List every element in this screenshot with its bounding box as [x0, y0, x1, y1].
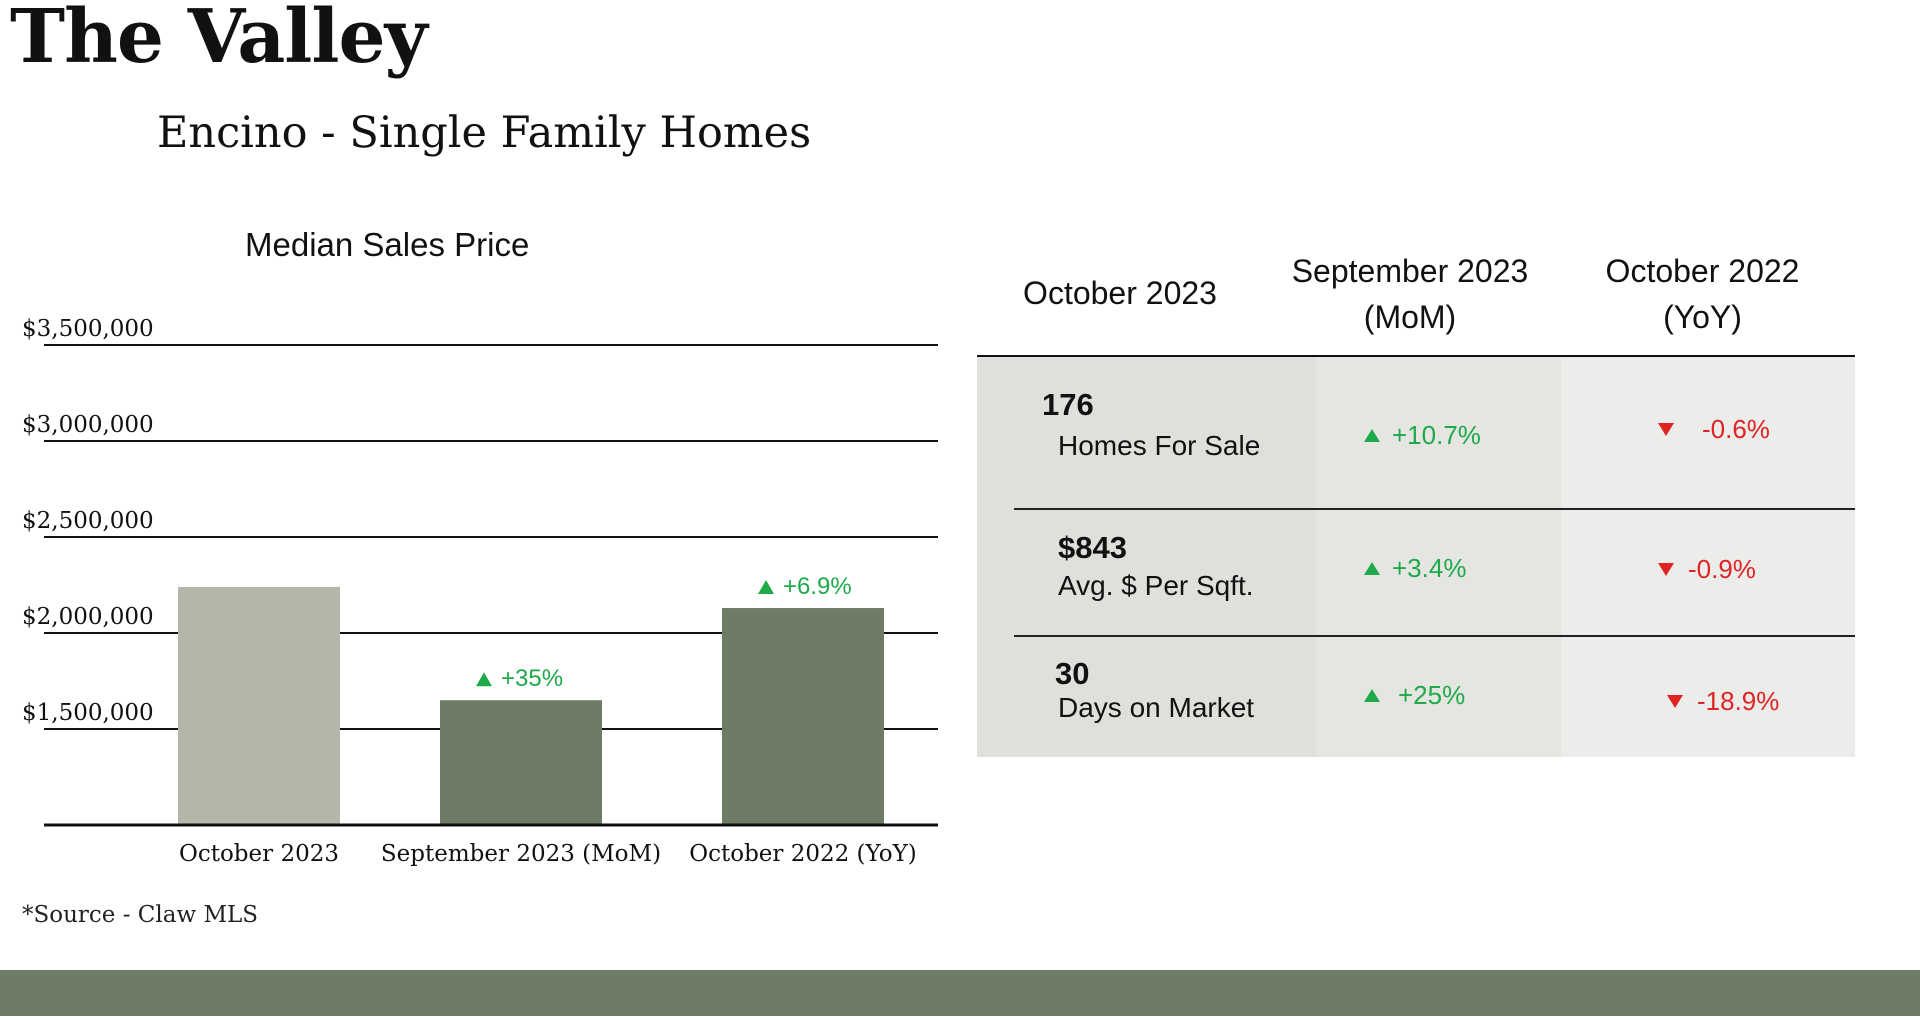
column-bg-mom [1316, 357, 1561, 757]
column-bg-current [977, 357, 1316, 757]
row-divider [1014, 508, 1855, 510]
row-value: 176 [1042, 387, 1094, 422]
footer-band [0, 970, 1920, 1016]
bar [722, 608, 884, 825]
triangle-up-icon [1364, 429, 1380, 442]
triangle-up-icon [758, 580, 774, 595]
y-tick-label: $2,500,000 [22, 508, 154, 534]
page-title: The Valley [10, 0, 428, 80]
yoy-change: -18.9% [1667, 686, 1779, 717]
header-mom: September 2023 (MoM) [1291, 253, 1529, 335]
triangle-up-icon [1364, 689, 1380, 702]
row-label: Homes For Sale [1058, 430, 1261, 461]
bar-annotation: +6.9% [783, 573, 852, 600]
column-bg-yoy [1561, 357, 1855, 757]
y-tick-label: $1,500,000 [22, 700, 154, 726]
y-tick-label: $2,000,000 [22, 604, 154, 630]
x-tick-label: October 2022 (YoY) [689, 841, 916, 867]
median-sales-price-chart: $1,500,000 $2,000,000 $2,500,000 $3,000,000… [22, 316, 938, 867]
header-yoy: October 2022 (YoY) [1605, 253, 1800, 335]
triangle-down-icon [1667, 695, 1683, 708]
yoy-change: -0.6% [1658, 414, 1770, 445]
row-divider [1014, 635, 1855, 637]
x-tick-label: September 2023 (MoM) [381, 841, 661, 867]
y-tick-label: $3,500,000 [22, 316, 154, 342]
triangle-up-icon [476, 672, 492, 687]
triangle-down-icon [1658, 563, 1674, 576]
yoy-change: -0.9% [1658, 554, 1756, 585]
mom-change: +3.4% [1364, 553, 1466, 584]
y-tick-label: $3,000,000 [22, 412, 154, 438]
bar [440, 700, 602, 825]
triangle-up-icon [1364, 562, 1380, 575]
mom-change: +10.7% [1364, 420, 1481, 451]
header-current: October 2023 [1023, 275, 1217, 311]
bar-annotation: +35% [501, 665, 563, 692]
triangle-down-icon [1658, 423, 1674, 436]
row-value: 30 [1055, 656, 1090, 691]
x-tick-label: October 2023 [179, 841, 339, 867]
bar [178, 586, 340, 825]
mom-change: +25% [1364, 680, 1465, 711]
source-note: *Source - Claw MLS [22, 902, 259, 928]
row-label: Days on Market [1058, 692, 1255, 723]
row-label: Avg. $ Per Sqft. [1058, 570, 1254, 601]
chart-title: Median Sales Price [245, 226, 530, 263]
page-subtitle: Encino - Single Family Homes [157, 108, 812, 158]
row-value: $843 [1058, 530, 1127, 565]
header-divider [977, 355, 1855, 357]
